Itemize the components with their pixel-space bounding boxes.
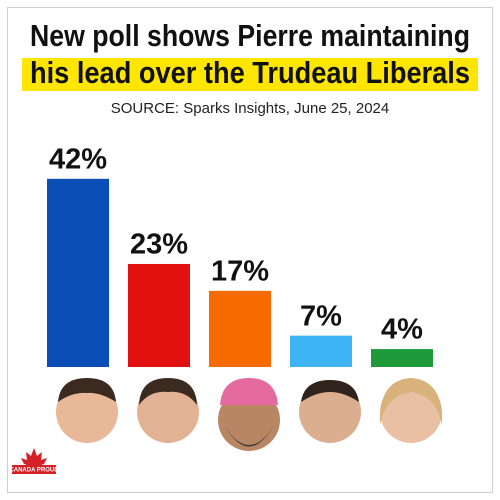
faces: [56, 378, 443, 451]
bar: [209, 290, 271, 367]
value-label: 7%: [300, 300, 342, 332]
subtitle: SOURCE: Sparks Insights, June 25, 2024: [111, 100, 389, 117]
title-highlight: [22, 58, 478, 91]
value-label: 4%: [381, 314, 423, 346]
face: [137, 381, 199, 443]
value-label: 17%: [211, 255, 269, 287]
chart-title-line: New poll shows Pierre maintaining: [30, 18, 470, 53]
logo-leaf: [21, 448, 47, 470]
bar: [128, 263, 190, 367]
logo-text: CANADA PROUD: [9, 468, 59, 474]
bar: [290, 335, 352, 367]
logo-band: [12, 465, 56, 474]
value-label: 42%: [49, 143, 107, 175]
hair: [379, 378, 443, 425]
beard: [224, 425, 274, 447]
turban: [220, 378, 278, 405]
face: [56, 381, 118, 443]
chart-title-line: his lead over the Trudeau Liberals: [30, 55, 470, 90]
hair: [301, 380, 359, 402]
face: [299, 381, 361, 443]
bar: [371, 349, 433, 367]
bar: [47, 178, 109, 367]
hair: [58, 378, 116, 402]
value-label: 23%: [130, 229, 188, 261]
hair: [139, 378, 197, 405]
